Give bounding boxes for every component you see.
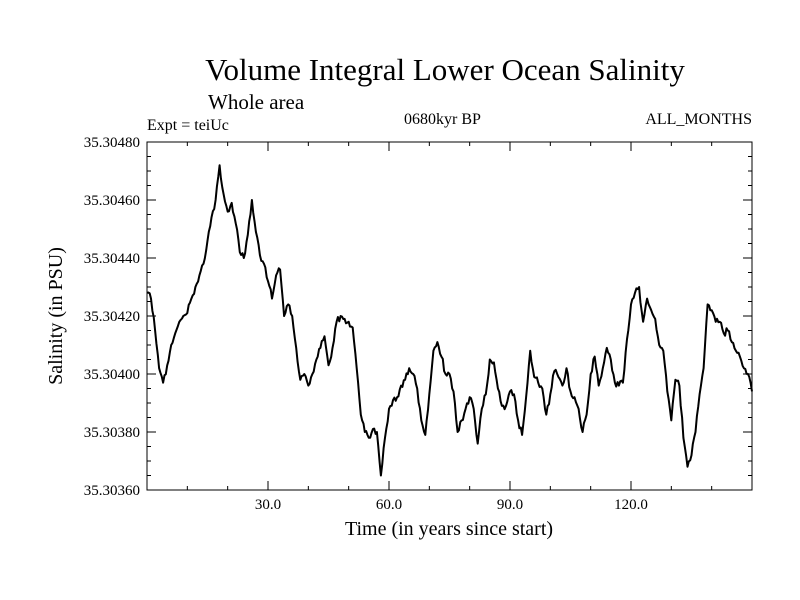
- y-tick-labels: 35.30360 35.30380 35.30400 35.30420 35.30440…: [84, 135, 140, 499]
- chart-subtitle: Whole area: [208, 90, 305, 114]
- y-tick-label: 35.30360: [84, 483, 140, 499]
- x-tick-label: 90.0: [497, 497, 523, 513]
- y-tick-label: 35.30440: [84, 251, 140, 267]
- y-axis-label: Salinity (in PSU): [45, 247, 67, 385]
- months-label: ALL_MONTHS: [645, 111, 752, 128]
- chart-title: Volume Integral Lower Ocean Salinity: [205, 52, 685, 87]
- axis-ticks: [147, 141, 752, 491]
- experiment-label: Expt = teiUc: [147, 117, 229, 134]
- y-tick-label: 35.30420: [84, 309, 140, 325]
- salinity-series-line: [146, 164, 753, 477]
- x-tick-label: 60.0: [376, 497, 402, 513]
- x-axis-label: Time (in years since start): [345, 518, 553, 540]
- period-label: 0680kyr BP: [404, 111, 481, 128]
- plot-frame: [146, 141, 753, 491]
- y-tick-label: 35.30380: [84, 425, 140, 441]
- y-tick-label: 35.30460: [84, 193, 140, 209]
- x-tick-label: 30.0: [255, 497, 281, 513]
- x-tick-label: 120.0: [614, 497, 648, 513]
- x-tick-labels: 30.0 60.0 90.0 120.0: [255, 497, 648, 513]
- y-tick-label: 35.30400: [84, 367, 140, 383]
- y-tick-label: 35.30480: [84, 135, 140, 151]
